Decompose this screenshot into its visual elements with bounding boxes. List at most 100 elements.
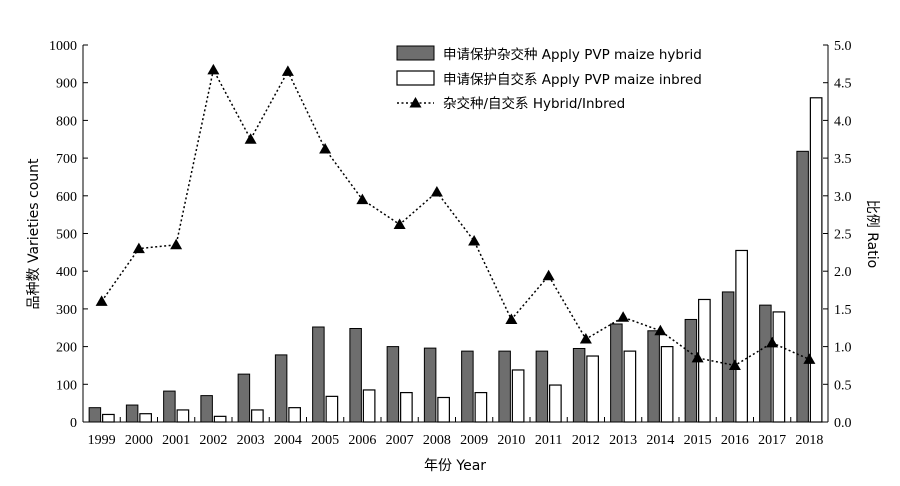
- legend-label: 杂交种/自交系 Hybrid/Inbred: [443, 95, 625, 112]
- x-tick-label: 2001: [162, 433, 190, 448]
- bar-inbred-2010: [511, 369, 525, 423]
- x-tick-label: 2009: [460, 433, 488, 448]
- bar-inbred-2007: [400, 391, 413, 423]
- x-tick-label: 2002: [199, 433, 227, 448]
- y-axis-label: 品种数 Varieties count: [26, 158, 42, 310]
- bar-hybrid-2006: [349, 328, 362, 423]
- x-tick-label: 2014: [646, 433, 674, 448]
- y2-tick-label: 5.0: [834, 39, 852, 54]
- x-tick-label: 2017: [758, 433, 786, 448]
- x-tick-label: 2004: [274, 433, 302, 448]
- ratio-marker-2010: [505, 313, 518, 324]
- ratio-marker-2016: [728, 359, 741, 370]
- bar-hybrid-2003: [237, 373, 251, 423]
- ratio-marker-2018: [803, 353, 816, 364]
- legend-swatch-inbred: [396, 70, 435, 86]
- y2-tick-label: 4.0: [834, 114, 852, 129]
- bar-hybrid-2000: [125, 404, 139, 423]
- ratio-marker-2011: [542, 269, 555, 281]
- bar-hybrid-2007: [386, 346, 400, 423]
- bar-hybrid-2005: [312, 326, 325, 423]
- ratio-marker-2005: [319, 143, 332, 154]
- bar-inbred-2002: [213, 415, 227, 423]
- ratio-marker-2002: [207, 63, 220, 75]
- ratio-marker-2003: [244, 133, 257, 144]
- y-tick-label: 900: [56, 77, 77, 92]
- ratio-marker-2001: [170, 238, 183, 250]
- x-tick-label: 2018: [795, 433, 823, 448]
- legend-label: 申请保护杂交种 Apply PVP maize hybrid: [443, 46, 702, 63]
- y2-tick-label: 1.0: [834, 341, 852, 356]
- x-axis-label: 年份 Year: [424, 458, 486, 474]
- ratio-marker-2012: [579, 333, 592, 344]
- bar-inbred-2017: [772, 311, 786, 423]
- ratio-line: [101, 67, 810, 367]
- x-tick-label: 2005: [311, 433, 339, 448]
- ratio-marker-2006: [356, 193, 369, 205]
- x-tick-label: 2011: [535, 433, 562, 448]
- y-tick-label: 200: [56, 341, 77, 356]
- bar-inbred-2012: [586, 355, 599, 423]
- bar-inbred-2013: [623, 350, 637, 423]
- bar-inbred-2016: [735, 249, 748, 423]
- legend-swatch-ratio-marker: [409, 97, 422, 108]
- bar-inbred-2005: [325, 395, 339, 423]
- y-tick-label: 600: [56, 190, 77, 205]
- bar-inbred-2011: [549, 384, 562, 423]
- legend-swatch-hybrid: [396, 45, 435, 61]
- x-tick-label: 2006: [348, 433, 376, 448]
- bar-hybrid-2009: [461, 350, 474, 423]
- legend-label: 申请保护自交系 Apply PVP maize inbred: [443, 71, 702, 88]
- bar-hybrid-2017: [759, 304, 772, 423]
- ratio-marker-2009: [468, 235, 481, 246]
- bar-hybrid-2001: [163, 390, 176, 423]
- ratio-marker-2015: [691, 351, 704, 363]
- bar-hybrid-2008: [423, 347, 437, 423]
- bar-inbred-2014: [660, 346, 674, 423]
- bar-inbred-2018: [809, 97, 823, 423]
- bars-layer: [88, 97, 823, 423]
- bar-inbred-2004: [288, 407, 301, 423]
- bar-hybrid-2004: [274, 354, 288, 423]
- ratio-marker-2007: [393, 218, 406, 229]
- y2-tick-label: 2.0: [834, 265, 852, 280]
- y-tick-label: 300: [56, 303, 77, 318]
- y-tick-label: 500: [56, 228, 77, 243]
- ratio-marker-2004: [281, 65, 294, 76]
- bar-hybrid-2002: [200, 395, 213, 423]
- x-tick-label: 2008: [423, 433, 451, 448]
- ratio-marker-2017: [766, 336, 779, 348]
- y-tick-label: 700: [56, 152, 77, 167]
- y2-tick-label: 0.5: [834, 378, 852, 393]
- bar-inbred-1999: [102, 413, 115, 423]
- bar-hybrid-2018: [796, 150, 809, 423]
- bar-inbred-2003: [251, 409, 264, 423]
- bar-hybrid-2016: [721, 291, 735, 423]
- y-tick-label: 1000: [49, 39, 77, 54]
- y2-tick-label: 3.5: [834, 152, 852, 167]
- bar-hybrid-2015: [684, 318, 698, 423]
- ratio-marker-2013: [617, 311, 630, 322]
- y2-tick-label: 0.0: [834, 416, 852, 431]
- bar-hybrid-2013: [610, 323, 623, 423]
- y-tick-label: 400: [56, 265, 77, 280]
- x-tick-label: 2003: [237, 433, 265, 448]
- bar-hybrid-2012: [572, 347, 586, 423]
- y2-tick-label: 4.5: [834, 77, 852, 92]
- x-tick-label: 1999: [88, 433, 116, 448]
- bar-hybrid-2011: [535, 350, 549, 423]
- ratio-marker-2008: [430, 186, 443, 197]
- x-tick-label: 2012: [572, 433, 600, 448]
- x-tick-label: 2007: [386, 433, 414, 448]
- y2-tick-label: 2.5: [834, 228, 852, 243]
- y-tick-label: 0: [70, 416, 77, 431]
- x-tick-label: 2000: [125, 433, 153, 448]
- legend: 申请保护杂交种 Apply PVP maize hybrid 申请保护自交系 Ap…: [396, 45, 702, 112]
- bar-inbred-2009: [474, 391, 488, 423]
- ratio-marker-2014: [654, 324, 667, 336]
- bar-inbred-2008: [437, 396, 450, 423]
- bar-inbred-2000: [139, 413, 152, 423]
- bar-hybrid-2014: [647, 330, 660, 423]
- ratio-marker-2000: [132, 242, 145, 254]
